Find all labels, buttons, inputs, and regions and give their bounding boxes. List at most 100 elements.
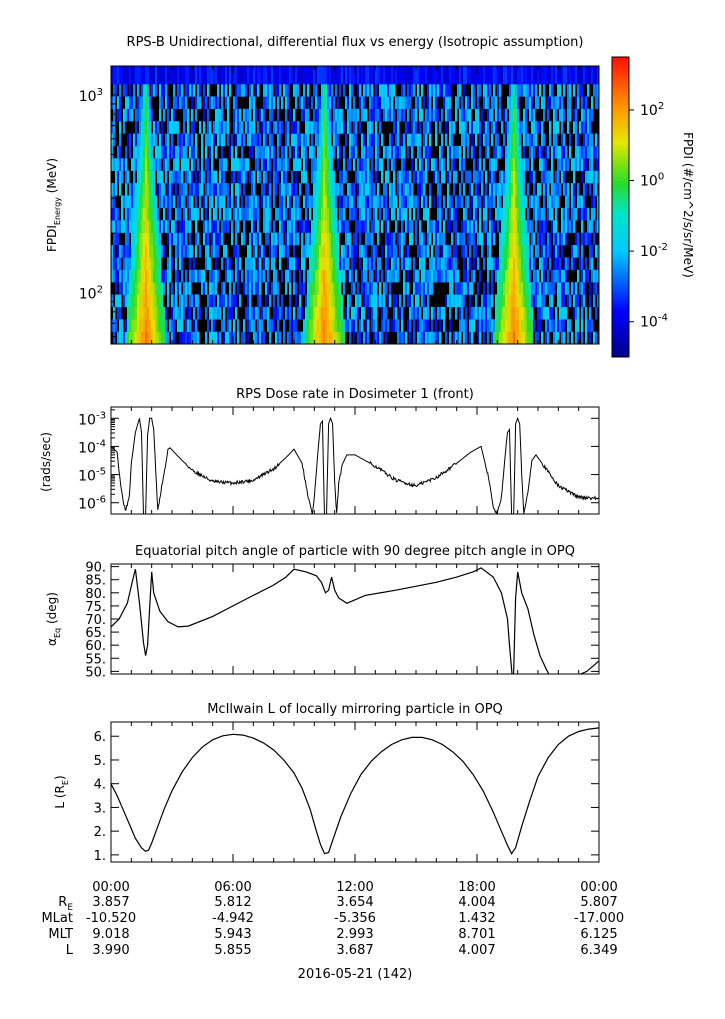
spectrogram-cell bbox=[147, 121, 150, 134]
spectrogram-cell bbox=[243, 282, 246, 295]
spectrogram-cell bbox=[409, 257, 412, 271]
spectrogram-cell bbox=[195, 294, 198, 308]
spectrogram-cell bbox=[497, 207, 500, 221]
spectrogram-cell bbox=[537, 183, 540, 196]
spectrogram-cell bbox=[579, 121, 582, 134]
spectrogram-cell bbox=[213, 244, 216, 258]
spectrogram-cell bbox=[401, 158, 404, 171]
spectrogram-cell bbox=[287, 220, 290, 233]
spectrogram-cell bbox=[473, 66, 476, 85]
spectrogram-cell bbox=[331, 158, 334, 171]
spectrogram-cell bbox=[477, 170, 480, 184]
spectrogram-cell bbox=[387, 319, 390, 332]
spectrogram-cell bbox=[149, 121, 152, 134]
spectrogram-cell bbox=[507, 319, 510, 332]
spectrogram-cell bbox=[559, 108, 562, 122]
spectrogram-cell bbox=[465, 282, 468, 295]
spectrogram-cell bbox=[515, 121, 518, 134]
spectrogram-cell bbox=[557, 232, 560, 246]
colorbar-cell bbox=[612, 285, 629, 289]
spectrogram-cell bbox=[209, 66, 212, 85]
spectrogram-cell bbox=[583, 282, 586, 295]
spectrogram-cell bbox=[311, 232, 314, 246]
spectrogram-cell bbox=[173, 319, 176, 332]
spectrogram-cell bbox=[493, 232, 496, 246]
spectrogram-cell bbox=[355, 294, 358, 308]
spectrogram-cell bbox=[167, 207, 170, 221]
spectrogram-cell bbox=[317, 66, 320, 85]
spectrogram-cell bbox=[595, 306, 598, 320]
spectrogram-cell bbox=[367, 331, 370, 344]
spectrogram-cell bbox=[317, 170, 320, 184]
spectrogram-cell bbox=[155, 232, 158, 246]
spectrogram-cell bbox=[313, 195, 316, 209]
spectrogram-cell bbox=[269, 121, 272, 134]
spectrogram-cell bbox=[473, 207, 476, 221]
spectrogram-cell bbox=[271, 66, 274, 85]
spectrogram-cell bbox=[463, 257, 466, 271]
colorbar-cell bbox=[612, 306, 629, 310]
spectrogram-cell bbox=[527, 66, 530, 85]
spectrogram-cell bbox=[123, 294, 126, 308]
spectrogram-cell bbox=[277, 84, 280, 97]
spectrogram-cell bbox=[171, 183, 174, 196]
spectrogram-cell bbox=[121, 158, 124, 171]
spectrogram-cell bbox=[461, 170, 464, 184]
spectrogram-cell bbox=[143, 220, 146, 233]
spectrogram-cell bbox=[313, 108, 316, 122]
mcilwain-l-y-tick-label: 2. bbox=[94, 825, 106, 840]
spectrogram-cell bbox=[267, 220, 270, 233]
spectrogram-cell bbox=[127, 269, 130, 283]
spectrogram-cell bbox=[261, 121, 264, 134]
colorbar-cell bbox=[612, 276, 629, 280]
spectrogram-cell bbox=[301, 306, 304, 320]
spectrogram-cell bbox=[171, 319, 174, 332]
spectrogram-cell bbox=[255, 195, 258, 209]
spectrogram-cell bbox=[523, 170, 526, 184]
spectrogram-cell bbox=[253, 195, 256, 209]
spectrogram-cell bbox=[511, 244, 514, 258]
spectrogram-cell bbox=[257, 294, 260, 308]
spectrogram-cell bbox=[525, 306, 528, 320]
spectrogram-cell bbox=[575, 294, 578, 308]
spectrogram-cell bbox=[465, 133, 468, 147]
spectrogram-cell bbox=[535, 133, 538, 147]
spectrogram-cell bbox=[527, 306, 530, 320]
spectrogram-cell bbox=[407, 170, 410, 184]
spectrogram-cell bbox=[587, 269, 590, 283]
spectrogram-cell bbox=[521, 331, 524, 344]
spectrogram-cell bbox=[487, 133, 490, 147]
spectrogram-cell bbox=[291, 319, 294, 332]
spectrogram-cell bbox=[323, 306, 326, 320]
spectrogram-cell bbox=[357, 108, 360, 122]
spectrogram-cell bbox=[343, 158, 346, 171]
spectrogram-cell bbox=[447, 66, 450, 85]
spectrogram-cell bbox=[253, 319, 256, 332]
spectrogram-cell bbox=[185, 133, 188, 147]
spectrogram-cell bbox=[501, 306, 504, 320]
spectrogram-cell bbox=[557, 158, 560, 171]
spectrogram-cell bbox=[533, 121, 536, 134]
spectrogram-cell bbox=[455, 331, 458, 344]
spectrogram-cell bbox=[591, 96, 594, 110]
spectrogram-cell bbox=[543, 195, 546, 209]
spectrogram-cell bbox=[311, 331, 314, 344]
spectrogram-cell bbox=[319, 257, 322, 271]
spectrogram-cell bbox=[423, 145, 426, 159]
spectrogram-cell bbox=[335, 244, 338, 258]
spectrogram-cell bbox=[297, 158, 300, 171]
spectrogram-cell bbox=[483, 331, 486, 344]
spectrogram-cell bbox=[391, 207, 394, 221]
spectrogram-cell bbox=[575, 96, 578, 110]
spectrogram-cell bbox=[571, 257, 574, 271]
spectrogram-cell bbox=[515, 195, 518, 209]
spectrogram-cell bbox=[305, 207, 308, 221]
spectrogram-cell bbox=[135, 145, 138, 159]
spectrogram-cell bbox=[227, 306, 230, 320]
spectrogram-cell bbox=[561, 121, 564, 134]
spectrogram-cell bbox=[163, 282, 166, 295]
spectrogram-cell bbox=[427, 244, 430, 258]
spectrogram-cell bbox=[407, 244, 410, 258]
colorbar-cell bbox=[612, 108, 629, 112]
spectrogram-cell bbox=[153, 66, 156, 85]
